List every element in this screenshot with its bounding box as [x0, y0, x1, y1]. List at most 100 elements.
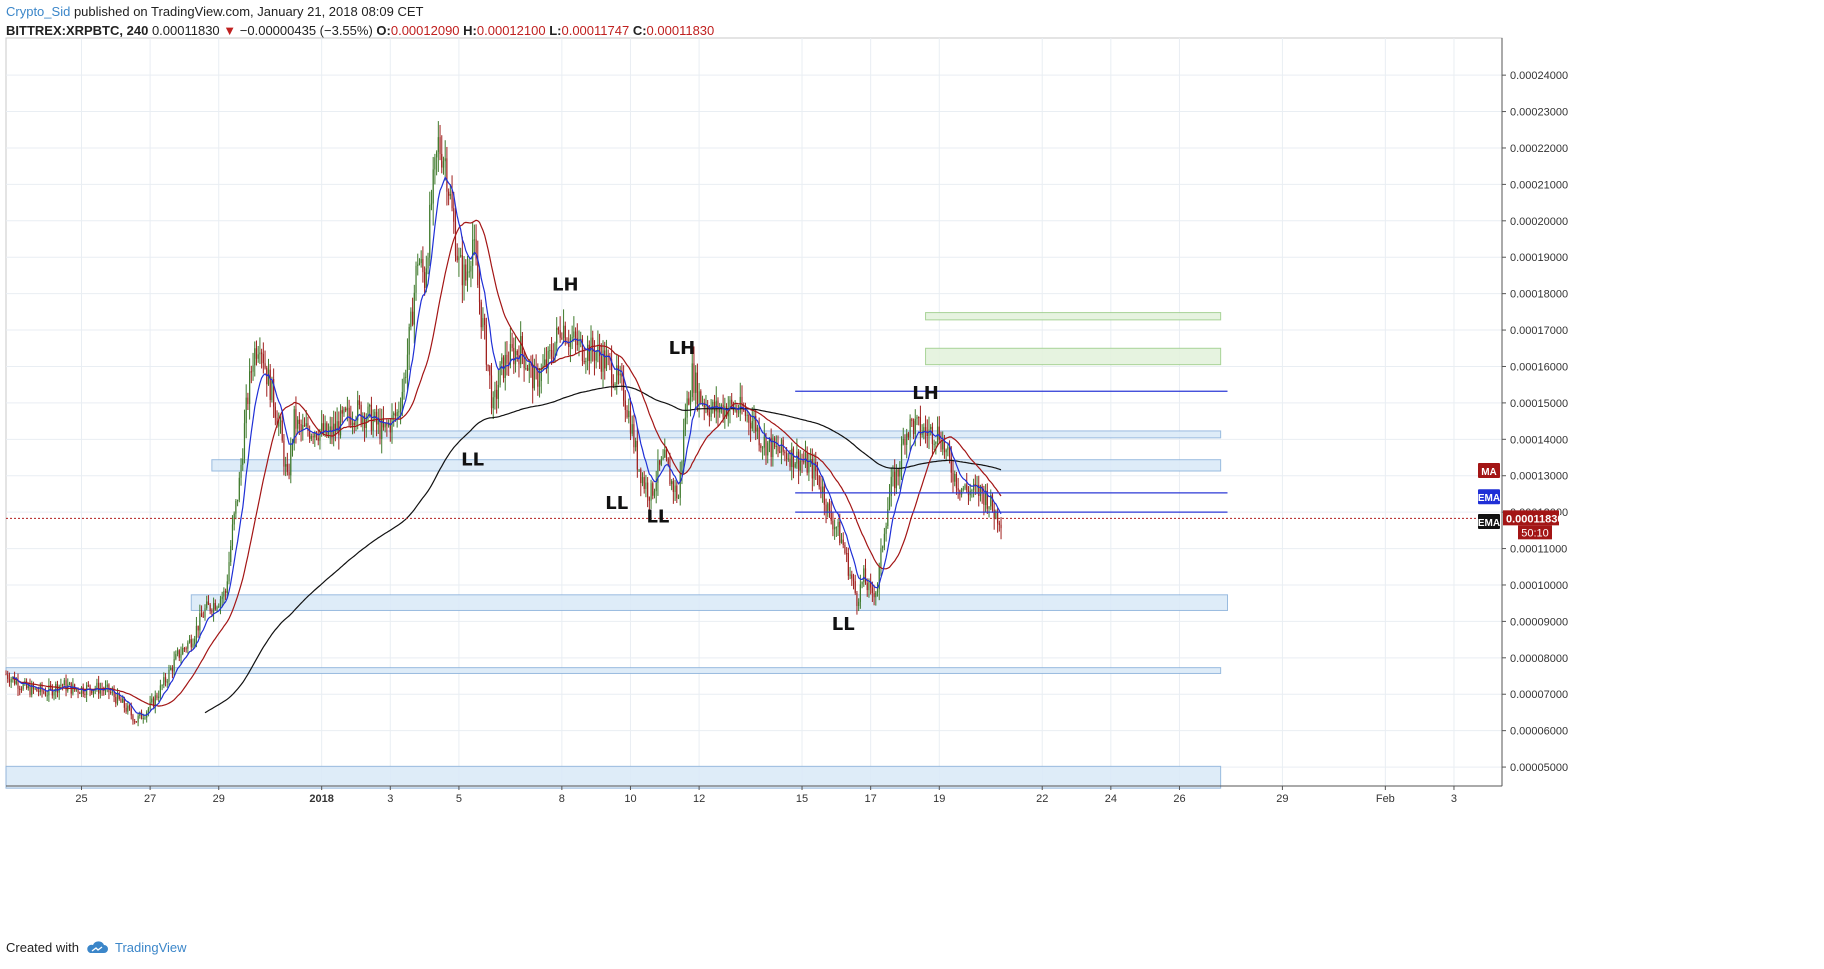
candle-body — [554, 343, 556, 359]
candle-body — [188, 639, 191, 643]
ma-line — [12, 219, 1002, 707]
candle-body — [950, 457, 952, 473]
blue-zone — [5, 765, 1222, 789]
candle-body — [324, 423, 326, 433]
candle-body — [863, 568, 865, 582]
candle-body — [739, 396, 741, 413]
candle-body — [954, 474, 956, 482]
candle-body — [868, 581, 870, 591]
candle-body — [36, 688, 38, 692]
close-label: C: — [632, 23, 647, 38]
candle-body — [628, 410, 630, 418]
candle-body — [919, 417, 922, 435]
candle-body — [761, 447, 764, 449]
candle-body — [974, 483, 976, 486]
candle-body — [638, 469, 640, 471]
candle-body — [799, 460, 801, 471]
candle-body — [458, 256, 460, 261]
candle-body — [647, 482, 649, 498]
candle-body — [562, 325, 565, 338]
candle-body — [798, 451, 800, 471]
candle-body — [298, 419, 300, 425]
candle-body — [470, 265, 472, 272]
candle-body — [278, 422, 280, 427]
candle-body — [399, 408, 402, 412]
candle-body — [825, 504, 827, 514]
candle-body — [252, 365, 254, 372]
candle-body — [411, 311, 414, 325]
x-tick-label: 26 — [1173, 793, 1185, 805]
x-tick-label: 22 — [1036, 793, 1048, 805]
blue-zone — [5, 667, 1222, 674]
candle-body — [904, 438, 906, 445]
candle-body — [111, 691, 113, 693]
x-tick-label: 17 — [865, 793, 877, 805]
candle-body — [329, 426, 331, 433]
candle-body — [424, 272, 426, 288]
ma-badge-bg — [1478, 462, 1500, 478]
candle-body — [549, 350, 551, 352]
candle-body — [528, 363, 530, 371]
candle-body — [957, 488, 959, 491]
candle-body — [283, 440, 285, 467]
candle-body — [834, 527, 836, 530]
candle-body — [532, 363, 534, 389]
candle-body — [689, 397, 692, 405]
candle-body — [235, 500, 237, 514]
candle-body — [460, 255, 462, 257]
candle-body — [875, 592, 877, 598]
candle-body — [442, 161, 445, 168]
candle-body — [912, 420, 915, 435]
candle-body — [710, 408, 712, 417]
candle-body — [255, 348, 258, 359]
candle-body — [660, 458, 662, 465]
candle-body — [990, 494, 992, 507]
candle-body — [538, 381, 541, 387]
candle-body — [648, 497, 650, 501]
candle-body — [118, 693, 120, 699]
candle-body — [835, 527, 837, 529]
author-link[interactable]: Crypto_Sid — [6, 4, 71, 19]
blue-zone — [211, 459, 1222, 472]
candle-body — [55, 684, 57, 692]
candle-body — [242, 458, 244, 465]
x-tick-label: 24 — [1105, 793, 1117, 805]
candle-body — [593, 351, 596, 361]
candle-body — [322, 423, 324, 433]
candle-body — [602, 350, 604, 372]
candle-body — [389, 423, 391, 433]
x-tick-label: 25 — [75, 793, 87, 805]
candle-body — [123, 698, 125, 708]
candle-body — [655, 482, 657, 492]
candle-body — [751, 421, 753, 429]
candle-body — [585, 360, 587, 363]
x-tick-label: 15 — [796, 793, 808, 805]
candle-body — [369, 404, 371, 407]
candle-body — [955, 474, 958, 489]
candle-body — [506, 354, 508, 364]
ema-fast-badge-bg — [1478, 489, 1500, 505]
tradingview-brand-link[interactable]: TradingView — [114, 940, 187, 955]
candle-body — [72, 684, 74, 694]
candle-body — [815, 461, 817, 472]
candle-body — [640, 469, 642, 484]
candle-body — [983, 492, 985, 505]
candle-body — [918, 416, 920, 418]
candle-body — [77, 689, 79, 693]
candle-body — [343, 408, 345, 414]
candle-body — [128, 705, 131, 709]
candle-body — [586, 344, 589, 361]
candle-body — [906, 433, 908, 445]
candle-body — [822, 486, 824, 494]
candle-body — [163, 677, 165, 686]
candle-body — [700, 391, 702, 403]
candle-body — [149, 702, 151, 709]
candle-body — [811, 459, 813, 479]
candle-body — [566, 342, 568, 344]
candle-body — [719, 408, 721, 413]
candle-body — [705, 405, 707, 408]
candle-body — [286, 464, 288, 473]
candle-body — [247, 397, 249, 405]
candle-body — [791, 448, 793, 467]
